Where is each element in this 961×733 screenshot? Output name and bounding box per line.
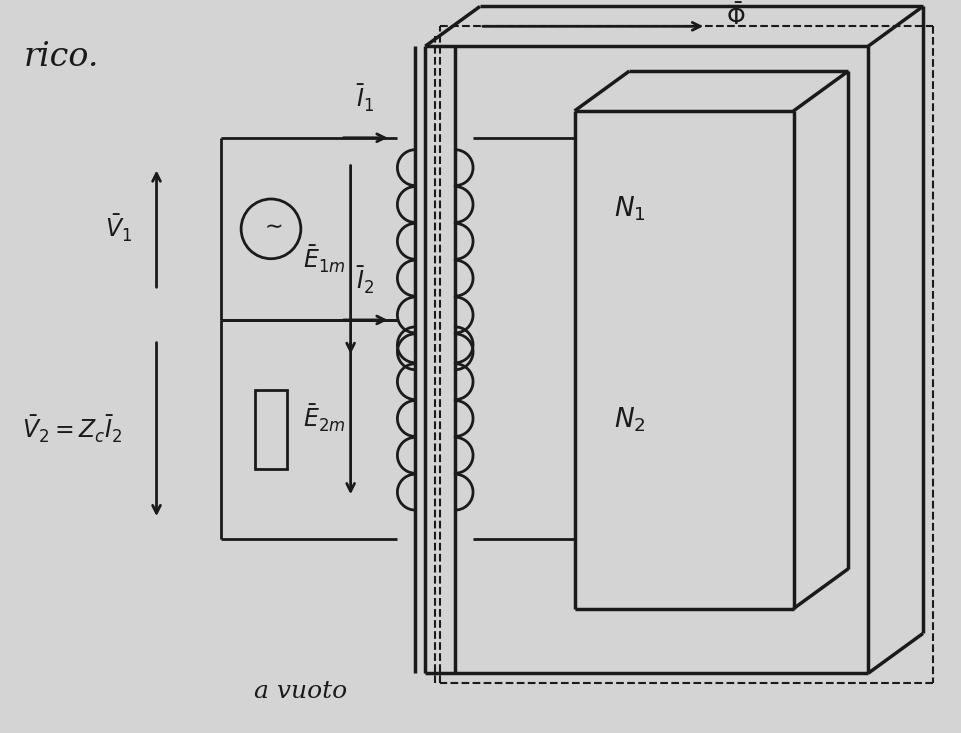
Text: $\sim$: $\sim$ <box>259 215 283 237</box>
Text: $\bar{\Phi}$: $\bar{\Phi}$ <box>726 3 745 30</box>
Text: $N_1$: $N_1$ <box>614 195 646 224</box>
Text: a vuoto: a vuoto <box>255 680 348 703</box>
Text: $\bar{V}_2 = Z_c\bar{I}_2$: $\bar{V}_2 = Z_c\bar{I}_2$ <box>21 414 122 445</box>
Text: rico.: rico. <box>24 41 100 73</box>
Text: $\bar{E}_{1m}$: $\bar{E}_{1m}$ <box>303 244 346 276</box>
Text: $\bar{E}_{2m}$: $\bar{E}_{2m}$ <box>304 403 346 434</box>
Text: $\bar{I}_1$: $\bar{I}_1$ <box>357 83 375 114</box>
Bar <box>255 390 287 469</box>
Text: $N_2$: $N_2$ <box>614 405 646 434</box>
Text: $\bar{I}_2$: $\bar{I}_2$ <box>357 265 375 296</box>
Text: $\bar{V}_1$: $\bar{V}_1$ <box>105 213 133 244</box>
